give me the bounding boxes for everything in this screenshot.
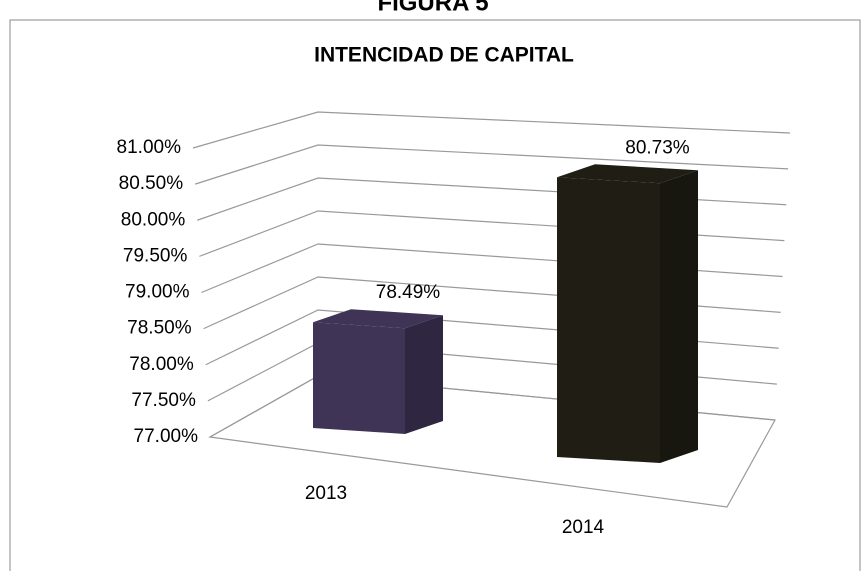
bar [313,322,405,434]
y-tick-label: 79.50% [123,245,188,266]
grid-line [194,144,789,185]
bar-side [405,315,443,434]
y-tick-label: 80.00% [121,209,186,230]
value-label: 80.73% [625,137,690,158]
y-tick-label: 79.00% [125,282,190,303]
y-tick-label: 78.00% [129,354,194,375]
chart-border [9,19,861,571]
x-tick-label: 2013 [305,483,347,504]
chart-title: INTENCIDAD DE CAPITAL [314,44,574,67]
bar [557,177,660,463]
bar-top [313,309,443,329]
value-label: 78.49% [376,282,441,303]
y-tick-label: 77.50% [131,390,196,411]
y-tick-label: 80.50% [119,173,184,194]
bar-top [557,164,698,184]
figure-label: FIGURA 5 [377,0,488,16]
x-tick-label: 2014 [562,517,605,538]
y-tick-label: 77.00% [134,426,199,447]
grid-line [192,111,791,149]
y-tick-label: 78.50% [127,318,192,339]
y-tick-label: 81.00% [117,137,182,158]
bar-side [660,170,698,463]
